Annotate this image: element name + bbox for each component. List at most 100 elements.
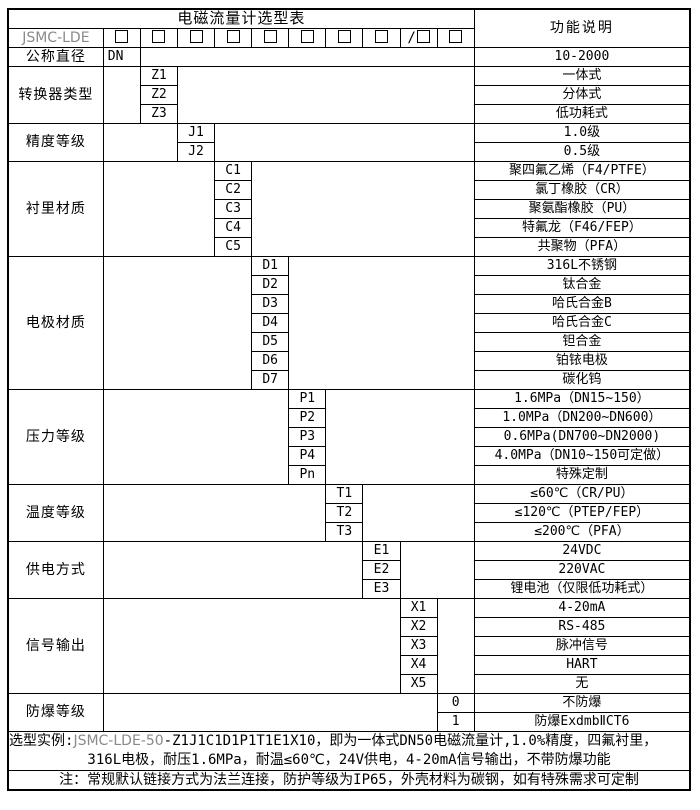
selection-grid: 公称直径 DN 10-2000 转换器类型 Z1 一体式 Z2 分体式 Z3 低功耗式 精度等级 J1… [7, 47, 691, 732]
option-description: 不防爆 [473, 693, 691, 713]
left-spacer-cell [102, 693, 438, 732]
right-spacer-cell [288, 256, 475, 390]
grid-row: 供电方式 E1 24VDC [7, 541, 691, 599]
model-checkbox-cell-7 [325, 28, 364, 48]
left-spacer-cell [102, 161, 216, 257]
left-spacer-cell [102, 541, 364, 599]
function-description-header: 功能说明 [473, 8, 691, 48]
checkbox-icon [115, 29, 129, 43]
table-title: 电磁流量计选型表 [7, 8, 475, 29]
option-description: 氯丁橡胶（CR） [473, 180, 691, 200]
grid-row: 1 防爆ExdmbⅡCT6 [8, 712, 691, 732]
option-description: 316L不锈钢 [473, 256, 691, 276]
right-spacer-cell [325, 389, 475, 485]
grid-row: Z3 低功耗式 [8, 104, 691, 124]
option-description: 特殊定制 [473, 465, 691, 485]
option-code: C2 [214, 180, 253, 200]
option-code: D4 [251, 313, 290, 333]
option-code: X4 [399, 655, 438, 675]
option-description: 4-20mA [473, 598, 691, 618]
option-description: 特氟龙（F46/FEP） [473, 218, 691, 238]
option-code: D6 [251, 351, 290, 371]
grid-row: 转换器类型 Z1 一体式 [7, 66, 691, 124]
category-label: 压力等级 [7, 389, 104, 485]
grid-row: P2 1.0MPa（DN200~DN600） [8, 408, 691, 428]
option-code: D2 [251, 275, 290, 295]
category-label: 转换器类型 [7, 66, 104, 124]
option-code: P1 [288, 389, 327, 409]
grid-row: 电极材质 D1 316L不锈钢 [7, 256, 691, 390]
right-spacer-cell [176, 66, 475, 124]
grid-row: 衬里材质 C1 聚四氟乙烯（F4/PTFE） [7, 161, 691, 257]
example-rest: -Z1J1C1D1P1T1E1X10，即为一体式DN50电磁流量计,1.0%精度… [163, 733, 658, 749]
option-description: 锂电池（仅限低功耗式） [473, 579, 691, 599]
option-description: ≤60℃（CR/PU） [473, 484, 691, 504]
example-line-1: 选型实例:JSMC-LDE-50-Z1J1C1D1P1T1E1X10，即为一体式… [9, 732, 689, 750]
grid-row: P3 0.6MPa(DN700~DN2000) [8, 427, 691, 447]
option-description: 0.5级 [473, 142, 691, 162]
option-code: C1 [214, 161, 253, 181]
grid-row: 公称直径 DN 10-2000 [7, 47, 691, 67]
option-code: E2 [362, 560, 401, 580]
option-description: 无 [473, 674, 691, 694]
checkbox-icon [337, 29, 351, 43]
option-description: 1.0级 [473, 123, 691, 143]
grid-row: 信号输出 X1 4-20mA [7, 598, 691, 694]
note-row: 注：常规默认链接方式为法兰连接，防护等级为IP65，外壳材料为碳钢，如有特殊需求… [7, 769, 691, 791]
grid-row: X4 HART [8, 655, 691, 675]
option-code: D7 [251, 370, 290, 390]
option-description: 1.0MPa（DN200~DN600） [473, 408, 691, 428]
option-description: 分体式 [473, 85, 691, 105]
option-description: HART [473, 655, 691, 675]
grid-row: C2 氯丁橡胶（CR） [8, 180, 691, 200]
example-line-2: 316L电极，耐压1.6MPa，耐温≤60℃，24V供电，4-20mA信号输出，… [87, 751, 611, 768]
right-spacer-cell [139, 47, 475, 67]
option-code: X3 [399, 636, 438, 656]
selection-table: 电磁流量计选型表 功能说明 JSMC-LDE / 公称直径 DN 10-2000 转换… [7, 8, 691, 791]
grid-row: C5 共聚物（PFA） [8, 237, 691, 257]
option-description: 24VDC [473, 541, 691, 561]
option-code: J1 [176, 123, 216, 143]
checkbox-icon [449, 29, 463, 43]
right-spacer-cell [214, 123, 475, 162]
grid-row: 防爆等级 0 不防爆 [7, 693, 691, 732]
grid-row: D3 哈氏合金B [8, 294, 691, 314]
model-prefix-label: JSMC-LDE [7, 28, 104, 48]
option-code: Z2 [139, 85, 178, 105]
table-header-rows: 电磁流量计选型表 功能说明 JSMC-LDE / [7, 8, 691, 48]
model-checkbox-cell-9: / [399, 28, 438, 48]
grid-row: D2 钛合金 [8, 275, 691, 295]
model-checkbox-cell-2 [139, 28, 178, 48]
option-code: P2 [288, 408, 327, 428]
option-code: Pn [288, 465, 327, 485]
category-label: 防爆等级 [7, 693, 104, 732]
default-config-note: 注：常规默认链接方式为法兰连接，防护等级为IP65，外壳材料为碳钢，如有特殊需求… [7, 769, 691, 791]
option-description: 聚四氟乙烯（F4/PTFE） [473, 161, 691, 181]
option-code: C3 [214, 199, 253, 219]
option-description: 低功耗式 [473, 104, 691, 124]
option-description: 哈氏合金C [473, 313, 691, 333]
checkbox-icon [300, 29, 314, 43]
option-description: 防爆ExdmbⅡCT6 [473, 712, 691, 732]
option-description: 碳化钨 [473, 370, 691, 390]
grid-row: 温度等级 T1 ≤60℃（CR/PU） [7, 484, 691, 542]
right-spacer-cell [362, 484, 475, 542]
category-label: 电极材质 [7, 256, 104, 390]
model-checkbox-cell-4 [214, 28, 253, 48]
left-spacer-cell [102, 123, 178, 162]
option-description: ≤200℃（PFA） [473, 522, 691, 542]
option-code: X1 [399, 598, 438, 618]
option-description: 钛合金 [473, 275, 691, 295]
grid-row: P4 4.0MPa（DN10~150可定做） [8, 446, 691, 466]
option-description: 聚氨酯橡胶（PU） [473, 199, 691, 219]
option-code: 1 [436, 712, 475, 732]
option-code: D5 [251, 332, 290, 352]
grid-row: 精度等级 J1 1.0级 [7, 123, 691, 162]
option-description: 哈氏合金B [473, 294, 691, 314]
model-checkbox-cell-6 [288, 28, 327, 48]
grid-row: E3 锂电池（仅限低功耗式） [8, 579, 691, 599]
model-checkbox-cell-5 [251, 28, 290, 48]
model-checkbox-cell-10 [436, 28, 475, 48]
checkbox-icon [374, 29, 388, 43]
category-label: 衬里材质 [7, 161, 104, 257]
